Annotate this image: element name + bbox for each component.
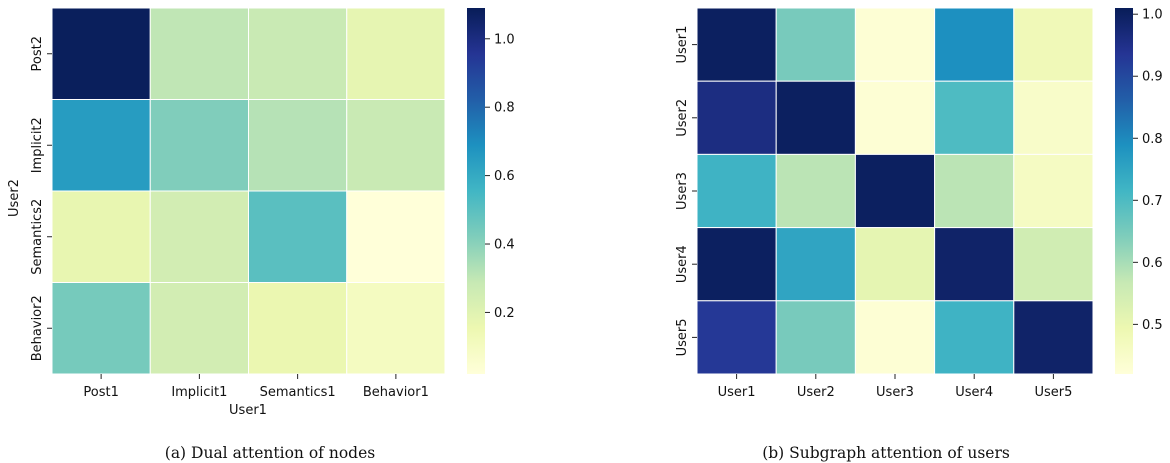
heatmap-cell-r3-c1 — [775, 227, 856, 302]
y-tick-labels-a: Post2 Implicit2 Semantics2 Behavior2 — [30, 36, 52, 361]
colorbar-tick-label: 1.0 — [494, 32, 515, 47]
x-tick-labels-a: Post1 Implicit1 Semantics1 Behavior1 — [83, 374, 429, 400]
colorbar-tick-label: 0.6 — [494, 169, 515, 184]
x-tick-label: User2 — [797, 385, 835, 400]
colorbar-tick-label: 1.0 — [1142, 8, 1163, 23]
heatmap-cell-r1-c2 — [248, 99, 348, 192]
heatmap-cell-r1-c2 — [854, 80, 936, 155]
heatmap-cell-r2-c2 — [248, 190, 348, 283]
y-tick-labels-b: User1 User2 User3 User4 User5 — [675, 26, 697, 356]
heatmap-cells-b — [696, 7, 1094, 375]
colorbar-b: 0.5 0.6 0.7 0.8 0.9 1.0 — [1115, 8, 1163, 374]
caption-a: (a) Dual attention of nodes — [165, 444, 375, 462]
heatmap-cell-r4-c4 — [1013, 300, 1094, 375]
heatmap-cell-r2-c0 — [696, 153, 777, 229]
colorbar-tick-label: 0.2 — [494, 306, 515, 321]
heatmap-cell-r0-c0 — [696, 7, 777, 82]
heatmap-cell-r4-c3 — [934, 300, 1015, 375]
colorbar-gradient — [467, 8, 485, 374]
heatmap-cell-r2-c1 — [149, 190, 249, 283]
heatmap-cell-r3-c0 — [696, 227, 777, 302]
heatmap-cell-r3-c2 — [854, 227, 936, 302]
x-tick-labels-b: User1 User2 User3 User4 User5 — [718, 374, 1072, 400]
heatmap-cell-r4-c2 — [854, 300, 936, 375]
heatmap-cell-r1-c0 — [51, 99, 151, 192]
heatmap-cell-r2-c2 — [854, 153, 936, 229]
y-axis-title-a: User2 — [7, 179, 22, 217]
x-tick-label: Implicit1 — [171, 385, 227, 400]
colorbar-tick-label: 0.8 — [494, 101, 515, 116]
heatmap-cell-r1-c1 — [775, 80, 856, 155]
heatmap-cell-r1-c4 — [1013, 80, 1094, 155]
y-tick-label: User4 — [675, 245, 690, 283]
colorbar-gradient — [1115, 8, 1133, 374]
heatmap-cell-r0-c3 — [346, 7, 446, 100]
heatmap-cell-r3-c2 — [248, 282, 348, 375]
heatmap-cell-r3-c1 — [149, 282, 249, 375]
heatmap-cell-r0-c1 — [149, 7, 249, 100]
heatmap-cell-r2-c3 — [934, 153, 1015, 229]
colorbar-tick-label: 0.4 — [494, 238, 515, 253]
heatmap-cell-r0-c2 — [248, 7, 348, 100]
heatmap-panel-a: Post1 Implicit1 Semantics1 Behavior1 Post2 I… — [7, 7, 515, 462]
colorbar-a: 0.2 0.4 0.6 0.8 1.0 — [467, 8, 515, 374]
y-tick-label: User5 — [675, 318, 690, 356]
colorbar-tick-label: 0.9 — [1142, 70, 1163, 85]
heatmap-cell-r3-c3 — [346, 282, 446, 375]
colorbar-tick-label: 0.8 — [1142, 132, 1163, 147]
y-tick-label: User3 — [675, 172, 690, 210]
y-tick-label: Behavior2 — [30, 295, 45, 361]
heatmap-cell-r0-c0 — [51, 7, 151, 100]
heatmap-cell-r3-c4 — [1013, 227, 1094, 302]
heatmap-cell-r1-c3 — [934, 80, 1015, 155]
x-tick-label: Semantics1 — [260, 385, 336, 400]
x-tick-label: User4 — [955, 385, 993, 400]
heatmap-cell-r0-c1 — [775, 7, 856, 82]
colorbar-tick-label: 0.7 — [1142, 194, 1163, 209]
heatmap-cell-r0-c4 — [1013, 7, 1094, 82]
x-tick-label: Post1 — [83, 385, 118, 400]
heatmap-cell-r2-c1 — [775, 153, 856, 229]
heatmap-cell-r1-c1 — [149, 99, 249, 192]
x-tick-label: Behavior1 — [363, 385, 429, 400]
heatmap-cell-r2-c0 — [51, 190, 151, 283]
y-tick-label: Semantics2 — [30, 199, 45, 275]
heatmap-cell-r3-c0 — [51, 282, 151, 375]
colorbar-tick-label: 0.6 — [1142, 256, 1163, 271]
heatmap-cell-r2-c3 — [346, 190, 446, 283]
heatmap-cell-r4-c1 — [775, 300, 856, 375]
heatmap-cell-r3-c3 — [934, 227, 1015, 302]
y-tick-label: User2 — [675, 99, 690, 137]
heatmap-cell-r0-c2 — [854, 7, 936, 82]
colorbar-tick-label: 0.5 — [1142, 318, 1163, 333]
x-tick-label: User5 — [1034, 385, 1072, 400]
heatmap-cell-r2-c4 — [1013, 153, 1094, 229]
heatmap-cell-r1-c3 — [346, 99, 446, 192]
heatmap-panel-b: User1 User2 User3 User4 User5 User1User2User… — [675, 7, 1163, 462]
caption-b: (b) Subgraph attention of users — [762, 444, 1010, 462]
heatmap-cells-a — [51, 7, 446, 375]
y-tick-label: Implicit2 — [30, 117, 45, 173]
x-tick-label: User1 — [718, 385, 756, 400]
y-tick-label: User1 — [675, 26, 690, 64]
heatmap-cell-r4-c0 — [696, 300, 777, 375]
heatmap-cell-r0-c3 — [934, 7, 1015, 82]
x-axis-title-a: User1 — [229, 403, 267, 418]
x-tick-label: User3 — [876, 385, 914, 400]
y-tick-label: Post2 — [30, 36, 45, 71]
heatmap-cell-r1-c0 — [696, 80, 777, 155]
